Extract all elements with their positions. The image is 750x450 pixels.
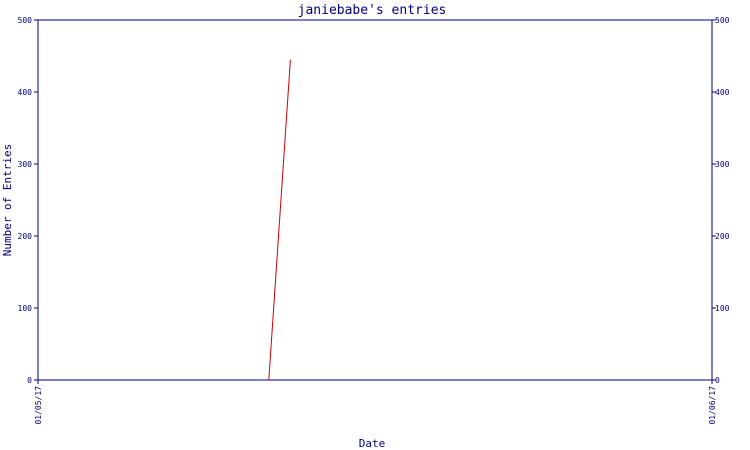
y-tick-label-left: 500 [18,16,33,25]
y-tick-label-left: 200 [18,232,33,241]
chart-title: janiebabe's entries [298,3,447,18]
y-tick-label-right: 200 [715,232,730,241]
y-tick-label-right: 100 [715,304,730,313]
y-tick-label-right: 0 [715,376,720,385]
x-tick-label: 01/06/17 [708,386,717,425]
y-axis-label: Number of Entries [1,144,14,257]
y-tick-label-right: 300 [715,160,730,169]
x-axis-label: Date [359,437,386,450]
y-tick-label-left: 0 [27,376,32,385]
plot-area-frame [37,19,713,381]
x-axis: 01/05/17 01/06/17 [34,380,717,425]
y-tick-label-right: 500 [715,16,730,25]
y-tick-label-left: 300 [18,160,33,169]
y-tick-label-right: 400 [715,88,730,97]
y-axis-left: 0 100 200 300 400 500 [18,16,38,385]
y-axis-right: 0 100 200 300 400 500 [712,16,730,385]
entries-series-line [268,59,291,381]
y-tick-label-left: 100 [18,304,33,313]
y-tick-label-left: 400 [18,88,33,97]
x-tick-label: 01/05/17 [34,386,43,425]
series-layer [268,59,291,381]
